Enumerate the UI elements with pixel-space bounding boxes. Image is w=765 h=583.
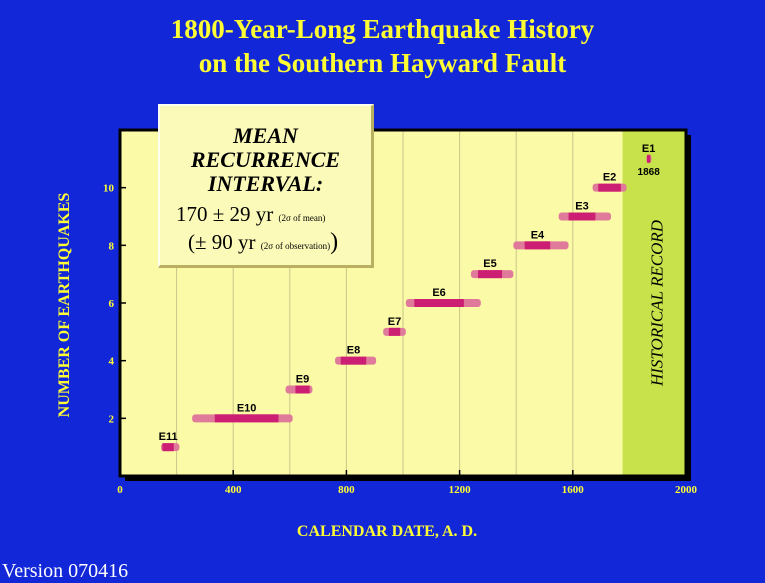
event-label: E5 [483,258,496,270]
x-axis-label: CALENDAR DATE, A. D. [297,523,477,540]
event-e11: E11 [159,431,180,452]
mean-interval-stat: 170 ± 29 yr (2σ of mean) [176,202,371,230]
event-range-1sigma [162,443,174,452]
x-tick-label: 400 [225,484,242,496]
observation-interval-value: (± 90 yr [188,230,256,254]
interval-heading-line-2: RECURRENCE [190,147,341,172]
y-tick-label: 6 [109,298,115,310]
event-label: E11 [159,431,178,443]
y-axis-label: NUMBER OF EARTHQUAKES [56,193,73,418]
event-range-1sigma [295,385,310,394]
mean-interval-value: 170 ± 29 yr [176,202,274,226]
event-range-1sigma [524,241,551,250]
observation-interval-stat: (± 90 yr (2σ of observation)) [188,230,371,258]
y-tick-label: 8 [109,240,115,252]
event-label: E9 [296,374,309,386]
event-range-1sigma [477,270,503,279]
x-tick-label: 800 [338,484,355,496]
event-e8: E8 [335,345,377,365]
event-label: E10 [237,402,257,414]
event-range-1sigma [646,154,651,163]
event-range-1sigma [214,414,279,423]
event-e1: E1 1868 [638,143,661,178]
interval-heading-line-1: MEAN [233,123,298,148]
event-e2: E2 [592,172,627,192]
event-range-1sigma [598,183,621,192]
event-e6: E6 [405,287,481,307]
event-label: E6 [432,287,445,299]
event-date-label: 1868 [638,167,661,178]
event-e9: E9 [285,374,313,394]
event-e4: E4 [513,229,569,250]
event-range-1sigma [568,212,596,221]
x-tick-label: 2000 [675,484,698,496]
event-range-1sigma [340,356,367,365]
y-tick-label: 4 [109,356,115,368]
x-tick-label: 0 [117,484,123,496]
event-label: E2 [603,172,616,184]
historical-record-label: HISTORICAL RECORD [647,219,666,387]
event-label: E7 [388,316,401,328]
mean-interval-note: (2σ of mean) [278,213,326,223]
event-e3: E3 [558,201,612,221]
interval-heading-line-3: INTERVAL: [207,171,324,196]
event-range-1sigma [388,327,401,336]
x-tick-label: 1600 [562,484,585,496]
event-label: E4 [531,229,545,241]
event-e7: E7 [383,316,406,336]
version-label: Version 070416 [2,560,129,582]
chart-title: 1800-Year-Long Earthquake History on the… [0,12,765,80]
axis-labels: 2 4 6 8 10 0 400 800 1200 1600 2000 CALENDAR DATE, … [56,183,698,540]
event-e5: E5 [470,258,514,279]
title-line-2: on the Southern Hayward Fault [198,48,567,78]
event-label: E1 [642,143,655,155]
observation-interval-note: (2σ of observation) [260,241,331,251]
y-tick-label: 10 [103,183,115,195]
event-e10: E10 [192,402,293,423]
x-tick-label: 1200 [449,484,472,496]
event-label: E3 [575,201,588,213]
recurrence-interval-box: MEAN RECURRENCE INTERVAL: 170 ± 29 yr (2… [158,104,374,268]
y-tick-label: 2 [109,413,115,425]
observation-interval-close: ) [330,229,339,255]
title-line-1: 1800-Year-Long Earthquake History [170,14,595,44]
historical-record-band [622,130,686,476]
event-range-1sigma [414,299,464,307]
interval-heading: MEAN RECURRENCE INTERVAL: [160,124,371,196]
event-label: E8 [347,345,360,357]
